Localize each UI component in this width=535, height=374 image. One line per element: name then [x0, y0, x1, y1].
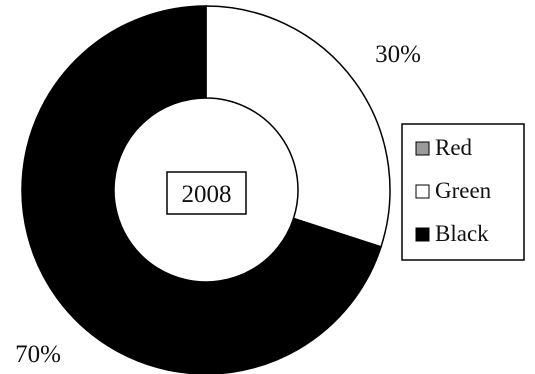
center-label: 2008	[182, 181, 232, 208]
legend-items: Red Green Black	[415, 135, 492, 246]
legend-swatch-green	[415, 184, 430, 199]
legend-label-black: Black	[435, 221, 489, 246]
legend-label-red: Red	[435, 135, 473, 160]
legend-swatch-red	[415, 141, 430, 156]
legend: Red Green Black	[401, 123, 525, 261]
slice-data-labels: 30% 70%	[15, 41, 421, 368]
center-label-group: 2008	[166, 171, 247, 215]
center-label-box	[166, 171, 247, 215]
slice-green	[205, 5, 391, 248]
legend-swatch-black	[415, 227, 430, 242]
data-label-green: 30%	[375, 41, 421, 68]
legend-label-green: Green	[435, 178, 492, 203]
data-label-black: 70%	[15, 341, 61, 368]
